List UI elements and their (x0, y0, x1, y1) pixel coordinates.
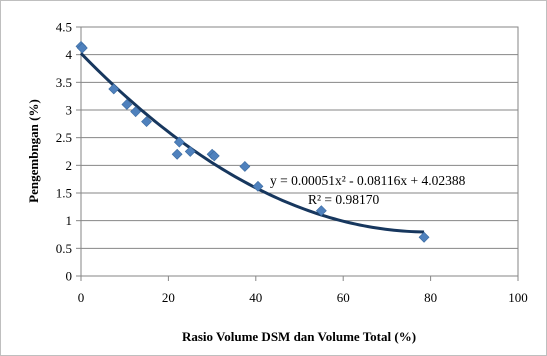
plot-area (80, 26, 519, 277)
y-tick-label: 3.5 (56, 75, 72, 90)
data-point (130, 106, 142, 118)
y-tick-label: 0 (66, 269, 73, 284)
y-tick-label: 4 (66, 47, 73, 62)
trendline-group (79, 52, 425, 234)
data-point (252, 180, 264, 192)
r-squared-label: R² = 0.98170 (308, 192, 380, 207)
y-tick-label: 3 (66, 103, 73, 118)
data-point (239, 161, 251, 172)
x-tick-label: 40 (249, 290, 262, 305)
data-point (184, 146, 196, 157)
y-tick-label: 1 (66, 213, 73, 228)
data-point (418, 231, 430, 243)
data-point (171, 148, 183, 160)
grid-lines (76, 26, 519, 281)
y-tick-label: 4.5 (56, 20, 72, 35)
x-tick-label: 100 (508, 290, 528, 305)
y-tick-label: 2 (66, 158, 73, 173)
x-tick-label: 60 (337, 290, 350, 305)
x-tick-label: 20 (162, 290, 175, 305)
data-point (76, 42, 88, 54)
data-point (173, 136, 185, 148)
y-axis-title: Pengembngan (%) (26, 99, 41, 203)
data-point (121, 99, 133, 110)
x-tick-label: 80 (424, 290, 437, 305)
data-point (141, 116, 152, 128)
x-axis-title: Rasio Volume DSM dan Volume Total (%) (182, 329, 416, 344)
data-point (208, 150, 220, 162)
data-point (315, 205, 327, 217)
x-tick-label: 0 (78, 290, 85, 305)
y-tick-label: 2.5 (56, 130, 72, 145)
y-tick-label: 0.5 (56, 241, 72, 256)
trendline-equation: y = 0.00051x² - 0.08116x + 4.02388 (270, 173, 466, 188)
y-tick-label: 1.5 (56, 186, 72, 201)
y-tick-labels: 0 0.5 1 1.5 2 2.5 3 3.5 4 4.5 (56, 20, 73, 284)
x-tick-labels: 0 20 40 60 80 100 (78, 290, 528, 305)
data-points (75, 40, 430, 243)
data-point (108, 83, 120, 95)
trendline (79, 52, 425, 234)
